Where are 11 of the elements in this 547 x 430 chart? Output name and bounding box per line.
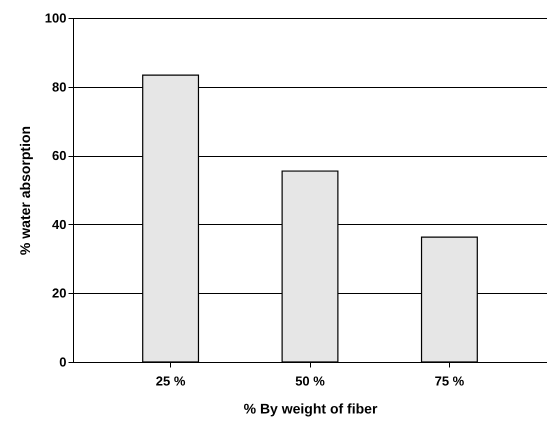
y-tick-label: 60 xyxy=(52,148,66,164)
x-tick-label: 50 % xyxy=(295,374,326,388)
y-tick-label: 0 xyxy=(59,354,66,370)
x-axis-title: % By weight of fiber xyxy=(244,400,378,416)
y-tick-label: 100 xyxy=(44,10,66,26)
y-tick-label: 40 xyxy=(52,216,66,232)
x-tick-label: 25 % xyxy=(156,374,186,388)
y-tick-label: 80 xyxy=(52,79,66,94)
y-axis-title: % water absorption xyxy=(16,126,33,256)
x-tick-label: 75 % xyxy=(434,374,465,388)
y-tick-label: 20 xyxy=(52,286,66,301)
